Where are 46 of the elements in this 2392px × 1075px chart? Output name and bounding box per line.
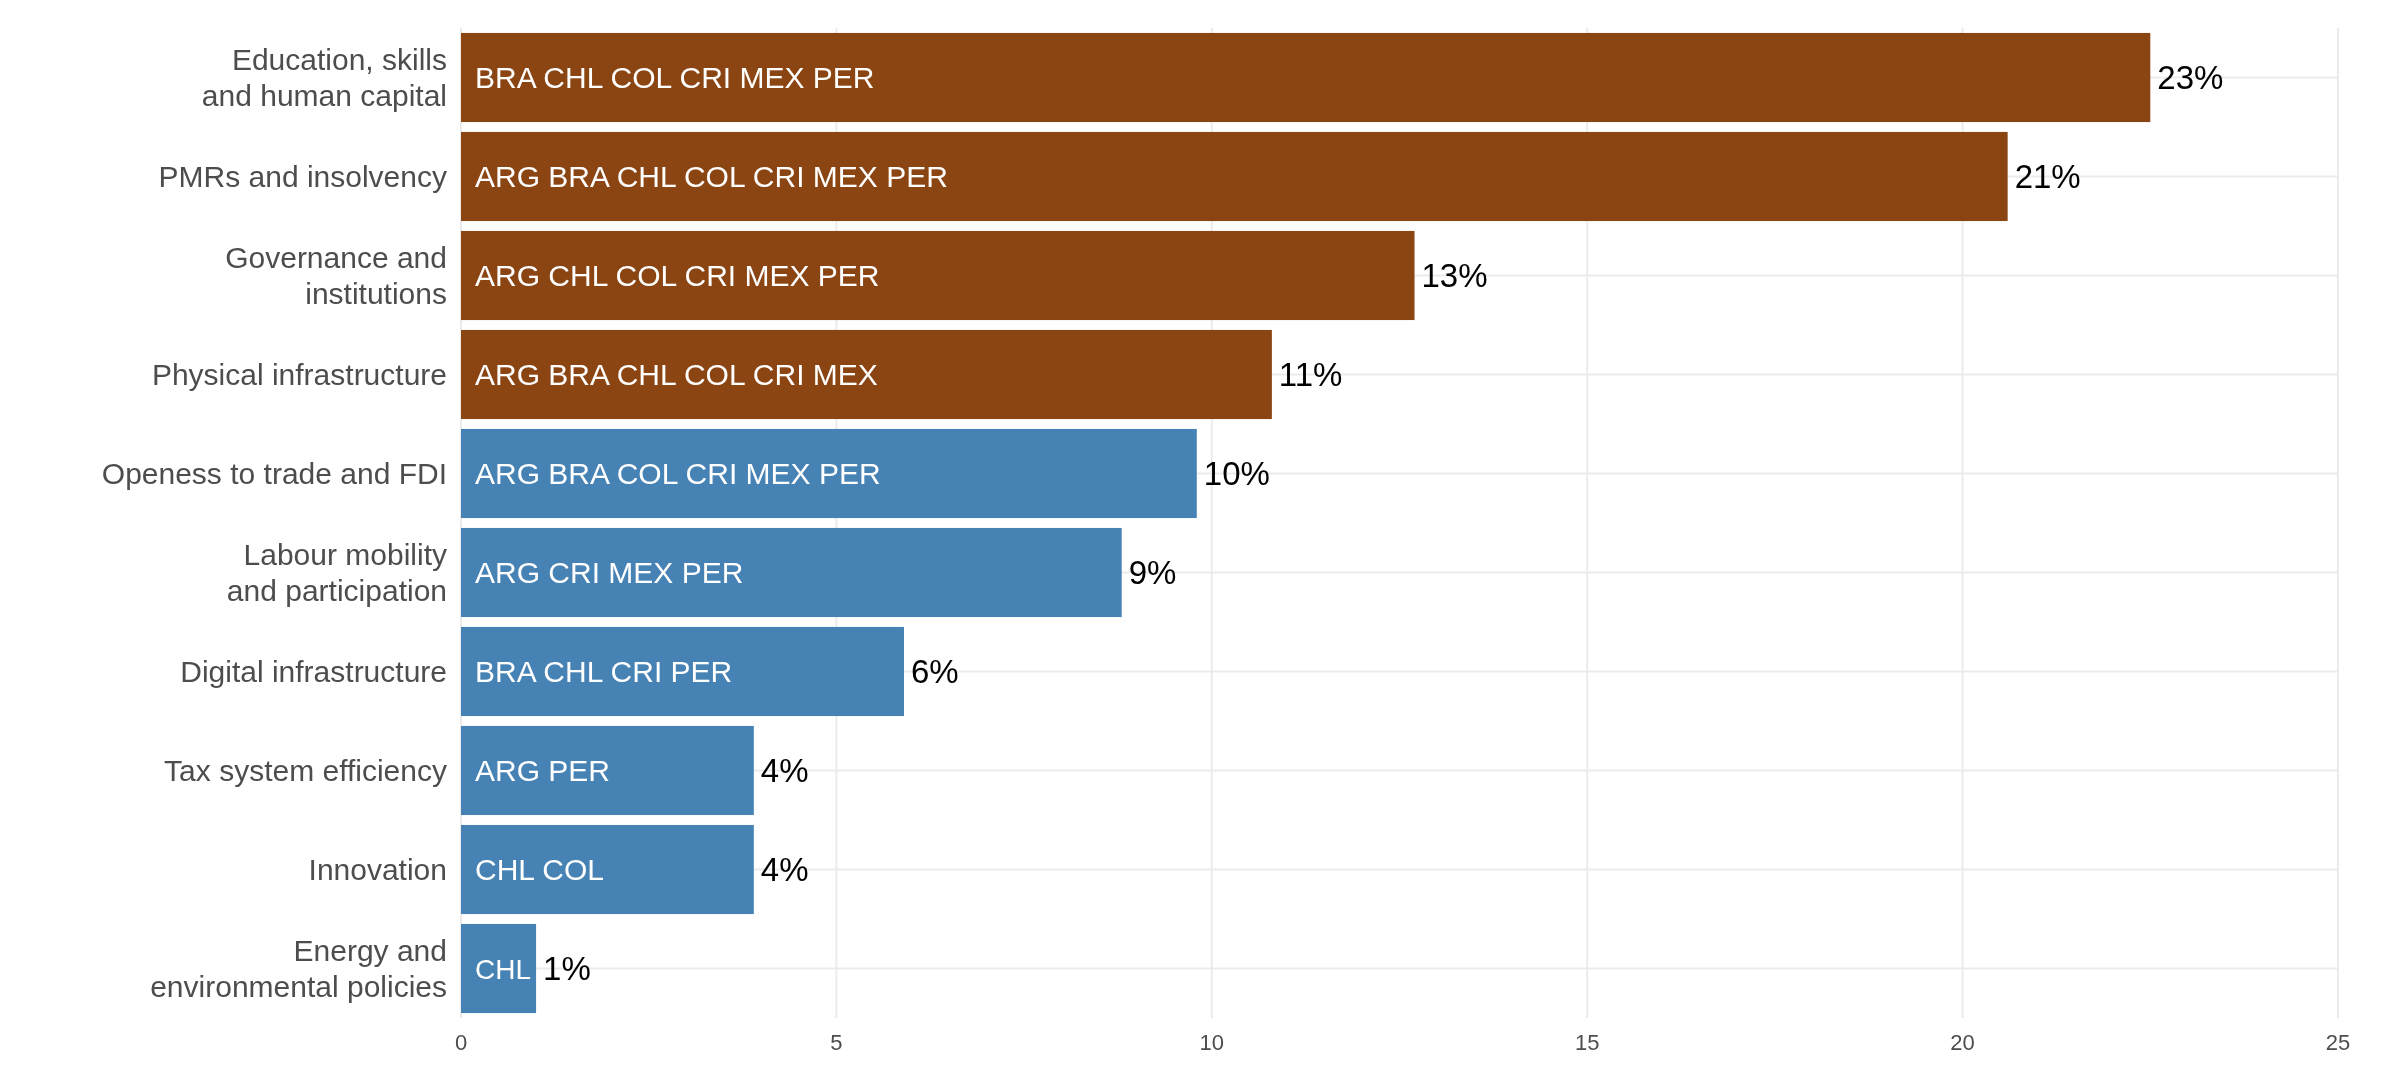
y-tick-label: Digital infrastructure	[180, 655, 447, 689]
bar	[461, 428, 1197, 519]
y-tick-label: Education, skills and human capital	[201, 43, 447, 113]
bar	[461, 527, 1122, 618]
y-tick-label: Physical infrastructure	[151, 358, 447, 392]
x-tick-label: 5	[830, 1030, 843, 1055]
x-tick-label: 0	[454, 1030, 468, 1055]
annotation: ARG BRA CHL COL CRI MEX PER	[475, 160, 948, 194]
y-tick-label: Governance and institutions	[225, 241, 447, 311]
annotation: BRA CHL CRI PER	[475, 655, 733, 689]
y-tick-label: Labour mobility and participation	[226, 538, 447, 608]
annotation: ARG CHL COL CRI MEX PER	[475, 259, 880, 293]
annotation: ARG BRA COL CRI MEX PER	[475, 457, 881, 491]
x-tick-label: 10	[1199, 1030, 1225, 1055]
bar	[461, 230, 1415, 321]
bar	[461, 626, 904, 717]
annotation: BRA CHL COL CRI MEX PER	[475, 61, 875, 95]
y-tick-label: Tax system efficiency	[164, 754, 447, 788]
bar	[461, 923, 537, 1014]
y-tick-label: Innovation	[308, 853, 447, 887]
bar	[461, 725, 754, 816]
x-tick-label: 25	[2325, 1030, 2351, 1055]
data-label: 1%	[543, 950, 591, 988]
x-tick-label: 15	[1574, 1030, 1600, 1055]
annotation: CHL	[475, 953, 532, 985]
y-tick-label: Openess to trade and FDI	[101, 457, 447, 491]
annotation: ARG CRI MEX PER	[475, 556, 744, 590]
x-tick-label: 20	[1950, 1030, 1975, 1055]
annotation: CHL COL	[475, 853, 604, 887]
data-label: 21%	[2014, 158, 2081, 196]
y-tick-label: PMRs and insolvency	[158, 160, 447, 194]
data-label: 4%	[760, 851, 809, 889]
annotation: ARG BRA CHL COL CRI MEX	[475, 358, 878, 392]
data-label: 23%	[2157, 59, 2224, 97]
data-label: 11%	[1278, 356, 1343, 394]
data-label: 10%	[1203, 455, 1270, 493]
bar	[461, 824, 754, 915]
data-label: 13%	[1421, 257, 1488, 295]
data-label: 6%	[910, 653, 959, 691]
bar	[461, 131, 2008, 222]
y-tick-label: Energy and environmental policies	[150, 934, 447, 1004]
data-label: 4%	[760, 752, 809, 790]
bar	[461, 32, 2151, 123]
bar	[461, 329, 1272, 420]
annotation: ARG PER	[475, 754, 611, 788]
data-label: 9%	[1128, 554, 1177, 592]
